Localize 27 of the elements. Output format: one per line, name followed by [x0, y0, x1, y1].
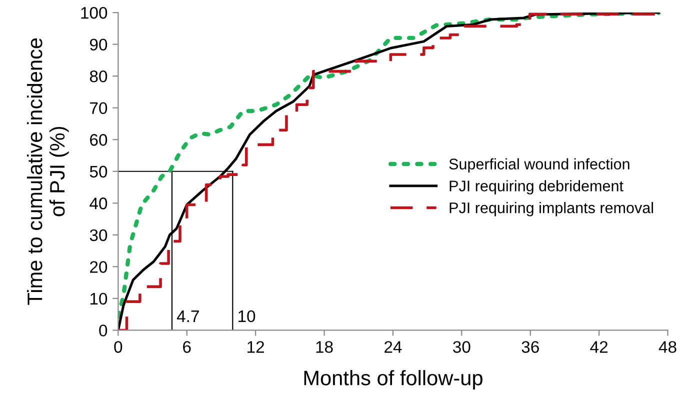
legend-label: Superficial wound infection [449, 158, 630, 173]
x-tick-label: 36 [522, 341, 539, 353]
x-tick-label: 18 [316, 341, 333, 353]
ref-line-label: 4.7 [176, 310, 199, 322]
y-axis-title: Time to cumulative incidence of PJI (%) [26, 38, 69, 305]
x-axis-title: Months of follow-up [304, 370, 482, 390]
y-tick-label: 10 [90, 292, 108, 305]
y-tick-label: 40 [90, 198, 108, 210]
y-tick-label: 60 [90, 134, 108, 146]
y-tick-label: 20 [90, 261, 108, 273]
x-tick-label: 42 [590, 341, 608, 353]
y-tick-label: 0 [99, 324, 108, 336]
x-tick-label: 24 [384, 341, 402, 353]
x-tick-label: 12 [248, 341, 264, 353]
y-tick-label: 50 [90, 166, 108, 178]
ref-line-label: 10 [238, 310, 256, 322]
y-tick-label: 80 [90, 70, 108, 82]
y-tick-label: 100 [81, 6, 108, 19]
x-tick-label: 6 [183, 341, 191, 353]
x-tick-label: 30 [453, 341, 470, 353]
x-tick-label: 0 [114, 341, 122, 353]
legend-label: PJI requiring implants removal [450, 202, 654, 216]
y-tick-label: 70 [90, 102, 108, 114]
x-tick-label: 48 [658, 341, 676, 353]
legend-label: PJI requiring debridement [450, 180, 624, 194]
y-tick-label: 90 [90, 38, 108, 51]
y-tick-label: 30 [90, 229, 108, 242]
